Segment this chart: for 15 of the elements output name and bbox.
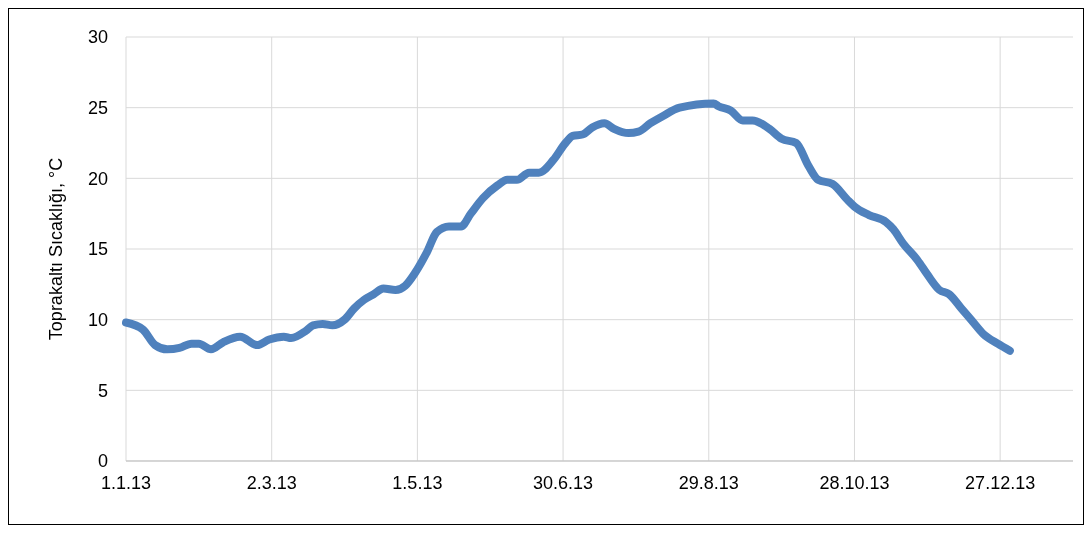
x-tick-label: 1.1.13 — [100, 473, 152, 493]
x-tick-label: 29.8.13 — [678, 473, 739, 493]
y-tick-label: 20 — [87, 168, 108, 189]
y-tick-label: 15 — [87, 239, 108, 260]
x-tick-label: 30.6.13 — [533, 473, 594, 493]
x-tick-label: 27.12.13 — [965, 473, 1036, 493]
y-tick-label: 0 — [97, 451, 108, 472]
y-axis-title: Toprakaltı Sıcaklığı, °C — [46, 157, 66, 341]
y-tick-label: 30 — [87, 27, 108, 48]
y-tick-label: 5 — [97, 380, 108, 401]
y-tick-label: 10 — [87, 309, 108, 330]
x-tick-label: 28.10.13 — [819, 473, 890, 493]
x-tick-label: 1.5.13 — [392, 473, 443, 493]
x-tick-label: 2.3.13 — [246, 473, 297, 493]
y-tick-label: 25 — [87, 97, 108, 118]
